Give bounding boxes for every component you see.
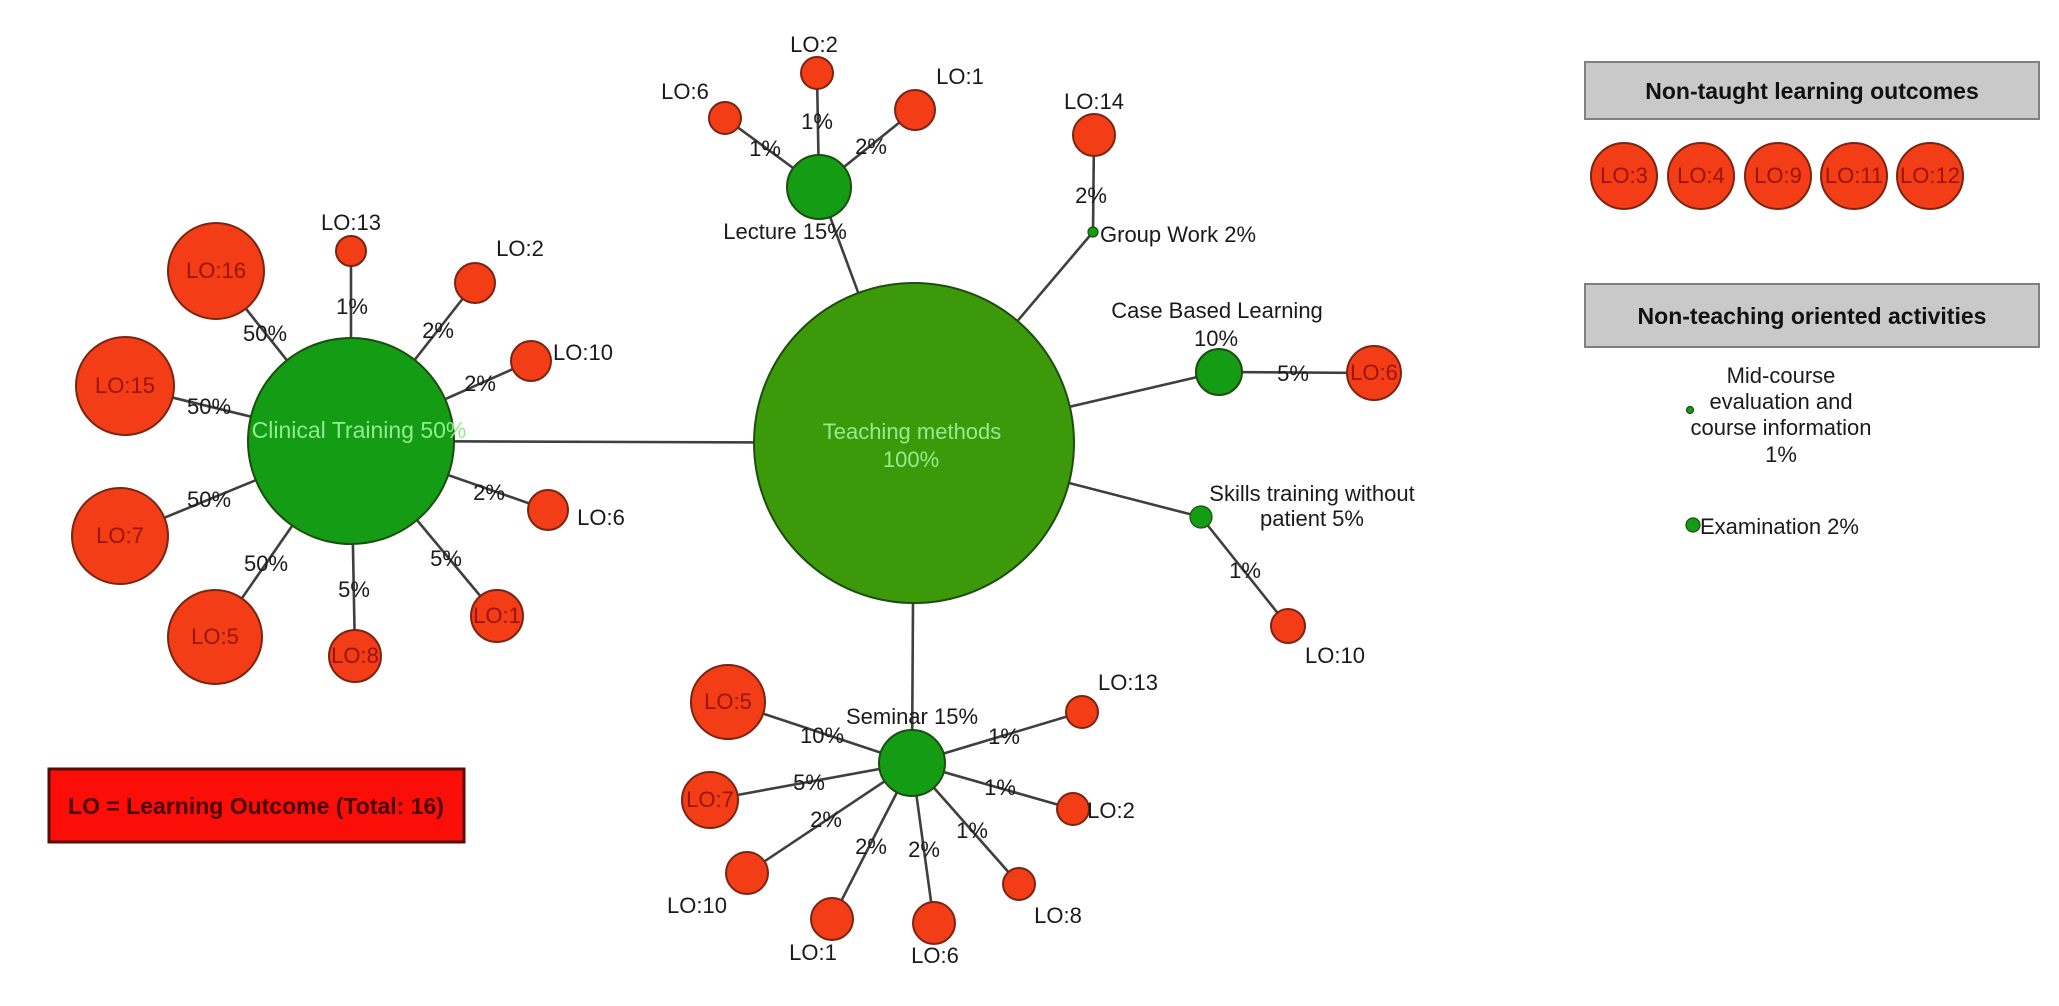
svg-text:10%: 10%: [800, 723, 844, 748]
svg-text:LO:1: LO:1: [936, 64, 984, 89]
svg-text:100%: 100%: [883, 447, 939, 472]
svg-text:1%: 1%: [988, 724, 1020, 749]
svg-text:LO:15: LO:15: [95, 373, 155, 398]
svg-text:LO:4: LO:4: [1677, 163, 1725, 188]
svg-text:Lecture 15%: Lecture 15%: [723, 219, 847, 244]
svg-text:50%: 50%: [187, 487, 231, 512]
svg-text:LO:2: LO:2: [496, 236, 544, 261]
svg-text:LO:5: LO:5: [191, 624, 239, 649]
svg-text:LO:8: LO:8: [1034, 903, 1082, 928]
svg-text:2%: 2%: [855, 834, 887, 859]
svg-text:Skills training without: Skills training without: [1209, 481, 1414, 506]
svg-text:LO:8: LO:8: [331, 643, 379, 668]
svg-text:2%: 2%: [422, 318, 454, 343]
svg-text:LO = Learning Outcome (Total:: LO = Learning Outcome (Total: 16): [68, 793, 444, 819]
svg-text:Group Work 2%: Group Work 2%: [1100, 222, 1256, 247]
svg-text:LO:2: LO:2: [790, 32, 838, 57]
svg-text:Examination 2%: Examination 2%: [1700, 514, 1859, 539]
svg-text:LO:7: LO:7: [96, 523, 144, 548]
svg-text:5%: 5%: [793, 770, 825, 795]
svg-text:Mid-course: Mid-course: [1727, 363, 1836, 388]
svg-text:LO:13: LO:13: [321, 210, 381, 235]
svg-text:LO:3: LO:3: [1600, 163, 1648, 188]
svg-text:LO:6: LO:6: [1350, 360, 1398, 385]
svg-text:LO:12: LO:12: [1900, 163, 1960, 188]
svg-text:LO:6: LO:6: [661, 79, 709, 104]
svg-text:50%: 50%: [187, 394, 231, 419]
svg-text:1%: 1%: [801, 109, 833, 134]
svg-text:patient 5%: patient 5%: [1260, 506, 1364, 531]
svg-text:2%: 2%: [908, 837, 940, 862]
svg-text:LO:16: LO:16: [186, 258, 246, 283]
svg-text:5%: 5%: [1277, 361, 1309, 386]
svg-text:50%: 50%: [244, 551, 288, 576]
svg-text:50%: 50%: [243, 321, 287, 346]
svg-text:LO:10: LO:10: [667, 893, 727, 918]
svg-text:LO:10: LO:10: [553, 340, 613, 365]
svg-text:Case Based Learning: Case Based Learning: [1111, 298, 1323, 323]
svg-text:1%: 1%: [336, 294, 368, 319]
svg-text:LO:6: LO:6: [577, 505, 625, 530]
svg-text:evaluation and: evaluation and: [1709, 389, 1852, 414]
svg-text:LO:14: LO:14: [1064, 89, 1124, 114]
svg-text:Non-teaching oriented activiti: Non-teaching oriented activities: [1638, 303, 1987, 329]
svg-text:5%: 5%: [430, 546, 462, 571]
svg-text:LO:9: LO:9: [1754, 163, 1802, 188]
svg-text:2%: 2%: [810, 807, 842, 832]
svg-text:LO:5: LO:5: [704, 689, 752, 714]
svg-text:Seminar 15%: Seminar 15%: [846, 704, 978, 729]
svg-text:1%: 1%: [956, 818, 988, 843]
svg-text:1%: 1%: [1229, 558, 1261, 583]
svg-text:LO:2: LO:2: [1087, 798, 1135, 823]
svg-text:LO:10: LO:10: [1305, 643, 1365, 668]
svg-text:2%: 2%: [464, 371, 496, 396]
svg-text:1%: 1%: [749, 136, 781, 161]
svg-text:Clinical Training 50%: Clinical Training 50%: [252, 417, 467, 443]
svg-text:LO:1: LO:1: [789, 940, 837, 965]
svg-text:1%: 1%: [984, 775, 1016, 800]
svg-text:Non-taught learning outcomes: Non-taught learning outcomes: [1645, 78, 1979, 104]
svg-text:LO:1: LO:1: [473, 603, 521, 628]
svg-text:LO:6: LO:6: [911, 943, 959, 968]
svg-text:2%: 2%: [1075, 183, 1107, 208]
svg-text:course information: course information: [1691, 415, 1872, 440]
svg-text:1%: 1%: [1765, 442, 1797, 467]
svg-text:2%: 2%: [473, 480, 505, 505]
svg-text:10%: 10%: [1194, 326, 1238, 351]
svg-text:LO:11: LO:11: [1825, 163, 1883, 188]
svg-text:Teaching methods: Teaching methods: [823, 419, 1002, 444]
svg-text:LO:7: LO:7: [686, 787, 734, 812]
svg-text:LO:13: LO:13: [1098, 670, 1158, 695]
svg-text:2%: 2%: [855, 134, 887, 159]
svg-text:5%: 5%: [338, 577, 370, 602]
